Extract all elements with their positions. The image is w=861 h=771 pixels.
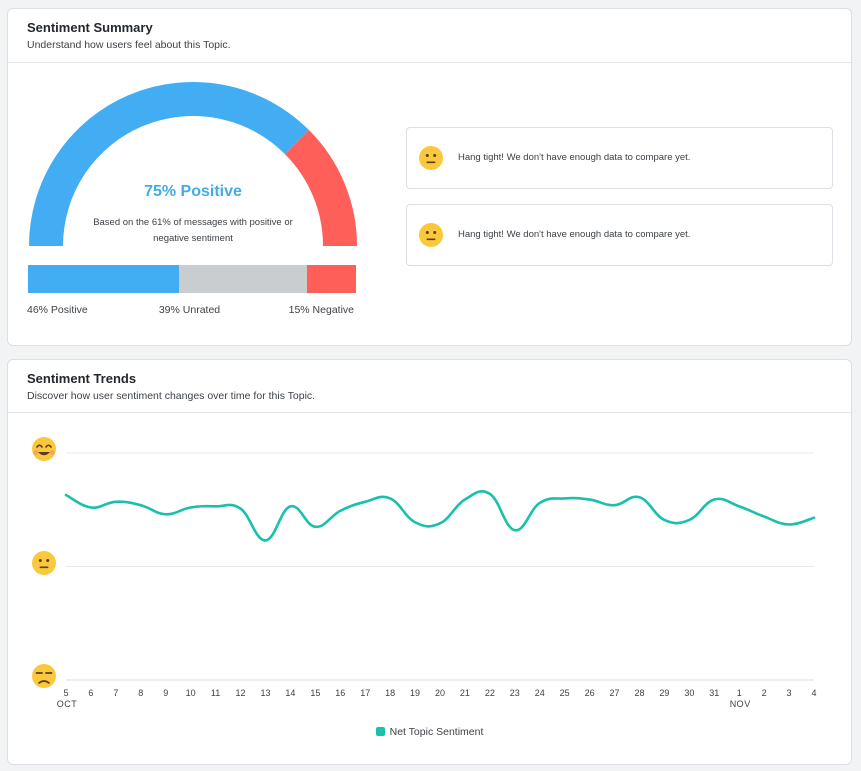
data-point[interactable] (262, 537, 268, 543)
data-point[interactable] (661, 517, 667, 523)
data-point[interactable] (811, 515, 817, 521)
trends-subtitle: Discover how user sentiment changes over… (27, 390, 316, 402)
data-point[interactable] (238, 506, 244, 512)
x-tick-label: 27 (610, 688, 620, 698)
sentiment-trend-chart: 5 6 7 8 9 10 11 12 13 14 15 16 17 18 19 20 21 22 23 24 25 26 2… (32, 437, 817, 709)
neutral-face-icon (32, 551, 56, 575)
data-point[interactable] (612, 502, 618, 508)
data-point[interactable] (686, 517, 692, 523)
data-point[interactable] (362, 499, 368, 505)
x-tick-label: 6 (88, 688, 93, 698)
unrated-segment (178, 265, 307, 293)
data-point[interactable] (711, 497, 717, 503)
neutral-face-icon (419, 223, 443, 252)
negative-breakdown-label: 15% Negative (288, 304, 354, 316)
data-point[interactable] (188, 504, 194, 510)
positive-segment (28, 265, 179, 293)
data-point[interactable] (437, 520, 443, 526)
neutral-face-icon (419, 146, 443, 175)
x-tick-label: 24 (535, 688, 545, 698)
x-tick-label: 13 (260, 688, 270, 698)
notice-text: Hang tight! We don't have enough data to… (458, 229, 691, 240)
x-tick-label: 10 (186, 688, 196, 698)
x-tick-label: 25 (560, 688, 570, 698)
x-tick-label: 9 (163, 688, 168, 698)
x-tick-label: 3 (787, 688, 792, 698)
trends-header: Sentiment Trends Discover how user senti… (8, 360, 851, 413)
x-tick-label: 1 (737, 688, 742, 698)
x-tick-label: 16 (335, 688, 345, 698)
x-tick-label: 12 (236, 688, 246, 698)
x-tick-label: 31 (709, 688, 719, 698)
sentiment-trends-card: Sentiment Trends Discover how user senti… (7, 359, 852, 765)
x-tick-label: 18 (385, 688, 395, 698)
x-tick-label: 28 (634, 688, 644, 698)
data-point[interactable] (337, 508, 343, 514)
x-tick-label: 20 (435, 688, 445, 698)
data-point[interactable] (88, 504, 94, 510)
x-tick-label: 7 (113, 688, 118, 698)
x-tick-label: 29 (659, 688, 669, 698)
summary-header: Sentiment Summary Understand how users f… (8, 9, 851, 63)
data-point[interactable] (512, 527, 518, 533)
x-tick-label: 22 (485, 688, 495, 698)
happy-face-icon (32, 437, 56, 461)
data-point[interactable] (462, 497, 468, 503)
gauge-positive-arc (29, 82, 309, 247)
gauge-value-label: 75% Positive (144, 183, 242, 200)
x-tick-label: 5 (63, 688, 68, 698)
x-tick-label: 23 (510, 688, 520, 698)
data-point[interactable] (312, 524, 318, 530)
summary-title: Sentiment Summary (27, 20, 153, 35)
net-topic-sentiment-line (64, 490, 816, 542)
data-point[interactable] (213, 503, 219, 509)
sentiment-gauge (29, 82, 357, 247)
notice-text: Hang tight! We don't have enough data to… (458, 152, 691, 163)
data-point[interactable] (138, 502, 144, 508)
sentiment-breakdown-bar (28, 265, 356, 293)
data-point[interactable] (412, 519, 418, 525)
sad-face-icon (32, 664, 56, 688)
legend-swatch (375, 727, 385, 736)
data-point[interactable] (562, 495, 568, 501)
unrated-breakdown-label: 39% Unrated (158, 304, 221, 316)
x-tick-label: 14 (285, 688, 295, 698)
data-point[interactable] (387, 495, 393, 501)
summary-subtitle: Understand how users feel about this Top… (27, 39, 231, 51)
x-tick-label: 17 (360, 688, 370, 698)
comparison-notice: Hang tight! We don't have enough data to… (406, 204, 833, 266)
data-point[interactable] (113, 499, 119, 505)
data-point[interactable] (487, 491, 493, 497)
month-label: OCT (57, 699, 78, 709)
trends-title: Sentiment Trends (27, 371, 137, 386)
month-label: NOV (730, 699, 751, 709)
data-point[interactable] (63, 492, 69, 498)
data-point[interactable] (587, 497, 593, 503)
x-tick-label: 26 (585, 688, 595, 698)
data-point[interactable] (761, 514, 767, 520)
negative-segment (306, 265, 356, 293)
data-point[interactable] (537, 500, 543, 506)
x-tick-label: 15 (310, 688, 320, 698)
x-tick-label: 4 (811, 688, 816, 698)
gauge-negative-arc (284, 130, 357, 247)
gauge-description: Based on the 61% of messages with positi… (93, 217, 293, 244)
data-point[interactable] (736, 503, 742, 509)
x-tick-label: 8 (138, 688, 143, 698)
x-tick-label: 19 (410, 688, 420, 698)
x-tick-label: 2 (762, 688, 767, 698)
x-tick-label: 11 (211, 688, 220, 698)
data-point[interactable] (287, 503, 293, 509)
data-point[interactable] (636, 494, 642, 500)
data-point[interactable] (786, 522, 792, 528)
sentiment-summary-card: Sentiment Summary Understand how users f… (7, 8, 852, 346)
chart-legend[interactable]: Net Topic Sentiment (8, 726, 851, 738)
comparison-notice: Hang tight! We don't have enough data to… (406, 127, 833, 189)
x-tick-label: 30 (684, 688, 694, 698)
positive-breakdown-label: 46% Positive (27, 304, 88, 316)
data-point[interactable] (163, 511, 169, 517)
legend-label: Net Topic Sentiment (389, 726, 484, 738)
x-tick-label: 21 (460, 688, 470, 698)
